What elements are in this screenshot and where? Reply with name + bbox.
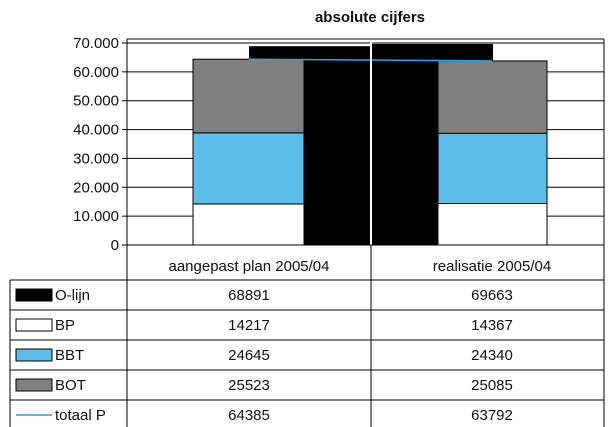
table-cell-value: 14217: [228, 317, 270, 334]
bar-bp: [437, 203, 548, 246]
legend-swatch-o-lijn: [15, 288, 53, 302]
table-cell-value: 69663: [471, 287, 513, 304]
bar-bot: [192, 58, 305, 134]
y-tick-label: 0: [111, 237, 119, 254]
category-label: realisatie 2005/04: [433, 258, 551, 275]
legend-entry: O-lijn: [55, 287, 90, 304]
bar-bot: [437, 60, 548, 134]
table-cell-value: 24340: [471, 347, 513, 364]
y-tick-label: 10.000: [73, 208, 119, 225]
plot-area: 0 10.000 20.000 30.000 40.000 50.000 60.000 70.…: [73, 35, 605, 254]
table-cell-value: 24645: [228, 347, 270, 364]
y-tick-label: 70.000: [73, 35, 119, 52]
y-tick-label: 60.000: [73, 64, 119, 81]
bar-bbt: [437, 132, 548, 205]
table-cell-value: 63792: [471, 407, 513, 424]
table-cell-value: 25085: [471, 377, 513, 394]
legend-swatch-bot: [15, 378, 53, 392]
data-table: aangepast plan 2005/04 realisatie 2005/04…: [9, 244, 605, 427]
table-cell-value: 64385: [228, 407, 270, 424]
chart-title: absolute cijfers: [315, 9, 425, 26]
y-tick-label: 20.000: [73, 179, 119, 196]
y-tick-label: 50.000: [73, 93, 119, 110]
table-cell-value: 25523: [228, 377, 270, 394]
bar-bp: [192, 203, 305, 246]
table-cell-value: 14367: [471, 317, 513, 334]
bar-bbt: [192, 132, 305, 205]
legend-entry: BOT: [55, 377, 86, 394]
y-tick-label: 40.000: [73, 122, 119, 139]
legend-entry: BP: [55, 317, 75, 334]
table-cell-value: 68891: [228, 287, 270, 304]
legend-swatch-bp: [15, 318, 53, 332]
y-tick-label: 30.000: [73, 150, 119, 167]
category-label: aangepast plan 2005/04: [169, 258, 330, 275]
legend-entry: totaal P: [55, 407, 106, 424]
legend-swatch-bbt: [15, 348, 53, 362]
legend-entry: BBT: [55, 347, 84, 364]
